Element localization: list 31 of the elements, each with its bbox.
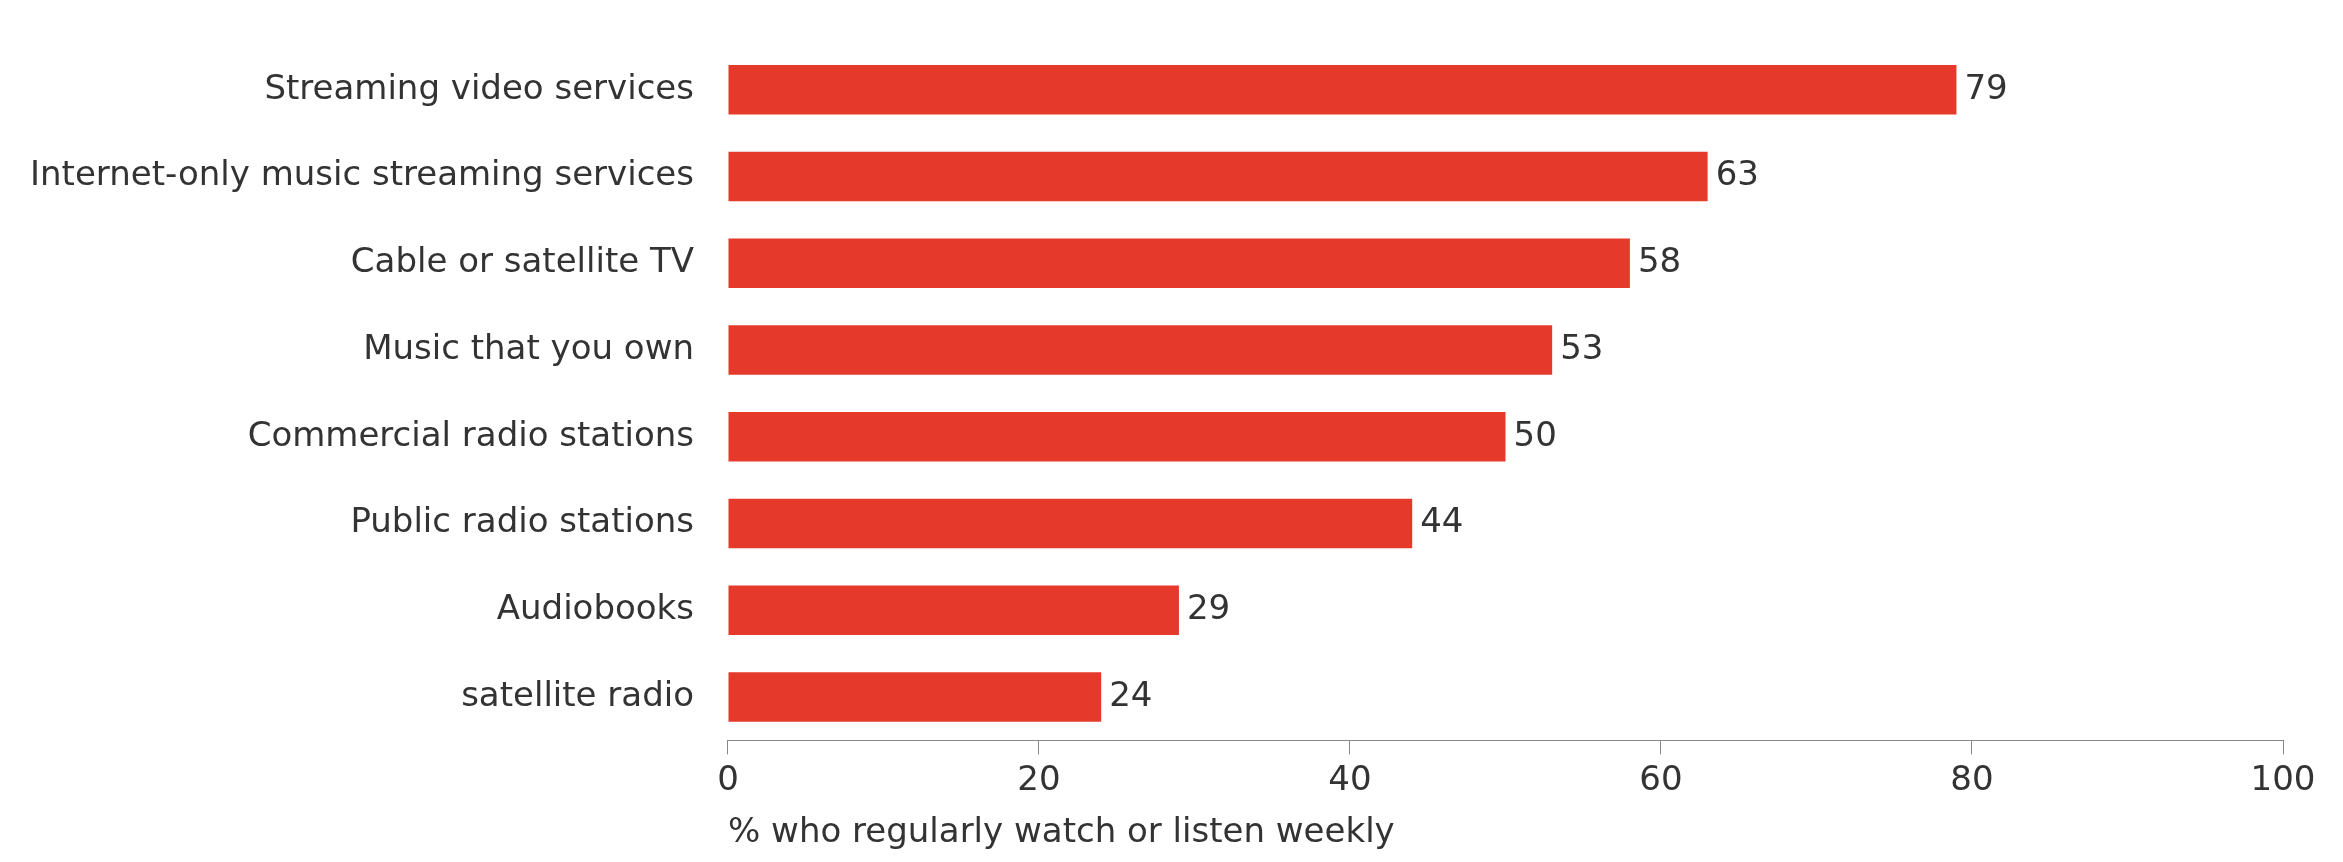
- bar: [728, 412, 1506, 462]
- x-tick-label: 80: [1950, 757, 1994, 798]
- bar: [728, 585, 1179, 635]
- bar: [728, 325, 1553, 375]
- bar: [728, 672, 1102, 722]
- y-tick-label: satellite radio: [461, 673, 694, 714]
- x-tick-label: 20: [1017, 757, 1061, 798]
- bar: [728, 65, 1957, 115]
- data-label: 29: [1186, 587, 1231, 628]
- data-label: 53: [1560, 326, 1604, 367]
- bar: [728, 151, 1708, 202]
- y-tick-label: Music that you own: [363, 326, 694, 367]
- y-tick-label: Public radio stations: [350, 500, 694, 541]
- y-tick-label: Commercial radio stations: [247, 413, 694, 454]
- x-tick-label: 40: [1328, 757, 1372, 798]
- x-tick-label: 0: [717, 757, 739, 798]
- y-tick-label: Cable or satellite TV: [350, 240, 694, 281]
- data-label: 79: [1964, 66, 2008, 107]
- data-label: 50: [1513, 413, 1557, 454]
- bar: [728, 238, 1630, 288]
- x-axis-title: % who regularly watch or listen weekly: [728, 810, 1395, 851]
- y-tick-label: Internet-only music streaming services: [30, 153, 694, 194]
- bar: [728, 498, 1413, 549]
- data-label: 44: [1420, 500, 1464, 541]
- y-tick-label: Streaming video services: [264, 66, 694, 107]
- data-label: 24: [1109, 673, 1153, 714]
- x-tick-label: 100: [2250, 757, 2316, 798]
- y-tick-label: Audiobooks: [496, 587, 694, 628]
- data-label: 63: [1715, 153, 1759, 194]
- data-label: 58: [1637, 240, 1682, 281]
- x-tick-label: 60: [1639, 757, 1683, 798]
